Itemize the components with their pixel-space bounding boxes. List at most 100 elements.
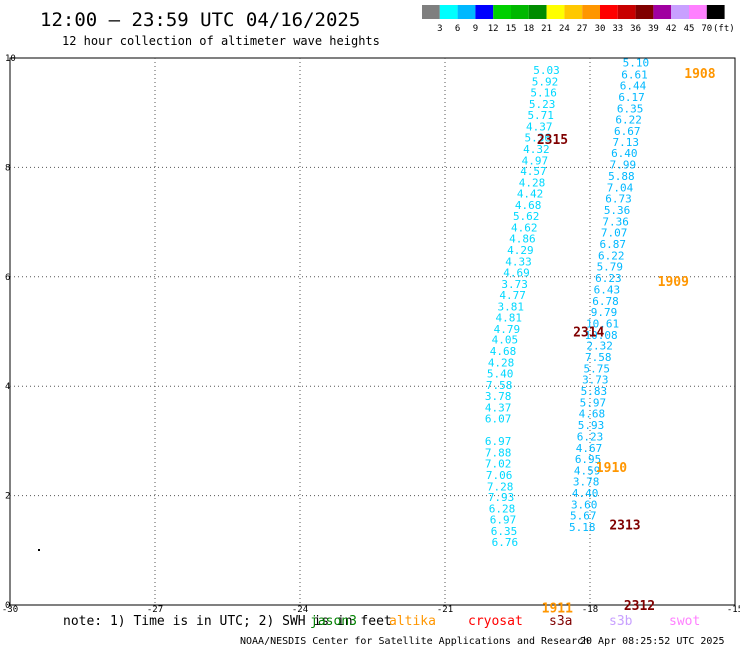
wave-height-value: 6.07 [485,412,512,425]
legend-item: jason3 [310,614,357,629]
wave-height-value: 7.02 [485,457,512,470]
wave-height-value: 7.07 [601,226,628,239]
wave-height-value: 4.28 [519,177,546,190]
color-scale-label: 9 [473,24,478,34]
wave-height-value: 4.32 [523,143,550,156]
wave-height-value: 3.73 [582,374,609,387]
color-scale-label: 6 [455,24,460,34]
pass-time-label: 1910 [596,461,627,476]
legend-item: swot [669,614,700,629]
wave-height-value: 4.79 [494,323,521,336]
color-swatch [653,5,672,19]
x-tick-label: -15 [727,605,740,615]
wave-height-value: 5.71 [527,109,554,122]
chart-title: 12:00 – 23:59 UTC 04/16/2025 [40,9,360,31]
wave-height-value: 6.17 [618,91,645,104]
wave-height-value: 4.67 [576,442,603,455]
wave-height-value: 6.35 [491,525,518,538]
wave-height-value: 5.10 [623,56,650,69]
x-tick-label: -21 [437,605,453,615]
wave-height-value: 4.62 [511,222,538,235]
wave-height-value: 3.60 [571,498,598,511]
y-tick-label: 8 [5,163,10,173]
wave-height-value: 5.36 [604,204,631,217]
wave-height-value: 6.28 [489,503,516,516]
wave-height-value: 10.08 [585,329,618,342]
color-swatch [457,5,476,19]
wave-height-value: 6.23 [577,431,604,444]
wave-height-value: 5.23 [529,98,556,111]
color-swatch [422,5,440,19]
wave-height-value: 4.68 [515,199,542,212]
color-scale-unit: (ft) [713,24,735,34]
color-scale-label: 12 [488,24,499,34]
color-swatch [528,5,547,19]
color-scale-label: 30 [595,24,606,34]
wave-height-value: 5.93 [578,419,605,432]
color-scale-label: 24 [559,24,570,34]
wave-height-labels: 5.035.925.165.235.714.375.364.324.974.57… [485,56,649,549]
wave-height-value: 4.37 [485,402,512,415]
wave-height-value: 7.58 [486,379,513,392]
wave-height-value: 4.40 [572,487,599,500]
wave-height-value: 4.77 [499,289,526,302]
wave-height-value: 4.57 [520,165,547,178]
wave-height-value: 5.79 [597,260,624,273]
wave-height-value: 6.22 [598,249,625,262]
pass-time-label: 1909 [658,275,689,290]
wave-height-value: 5.40 [487,368,514,381]
wave-height-value: 5.97 [580,397,607,410]
wave-height-value: 4.69 [503,266,530,279]
wave-height-value: 10.61 [586,317,619,330]
wave-height-value: 4.37 [526,120,553,133]
x-tick-label: -24 [292,605,308,615]
y-tick-label: 10 [5,54,16,64]
wave-height-value: 2.32 [586,340,613,353]
wave-height-value: 7.28 [487,480,514,493]
y-tick-label: 2 [5,492,10,502]
color-swatch [689,5,707,19]
color-scale-label: 45 [684,24,695,34]
grid-lines [10,58,735,605]
wave-height-value: 7.36 [602,216,629,229]
color-swatch [635,5,654,19]
wave-height-value: 9.79 [591,306,618,319]
footnote: note: 1) Time is in UTC; 2) SWH is in fe… [63,614,392,629]
wave-height-value: 4.59 [574,464,601,477]
land-speck [38,549,40,551]
pass-time-label: 1908 [684,67,715,82]
color-swatch [475,5,494,19]
wave-height-value: 3.81 [497,300,524,313]
wave-height-value: 5.92 [532,76,559,89]
color-scale-label: 3 [437,24,442,34]
wave-height-value: 4.05 [492,334,519,347]
color-swatch [706,5,725,19]
x-tick-label: -18 [582,605,598,615]
wave-height-value: 5.18 [569,521,596,534]
color-swatch [546,5,565,19]
wave-height-value: 4.81 [496,311,523,324]
wave-height-value: 6.73 [605,193,632,206]
wave-height-value: 7.58 [585,351,612,364]
x-tick-label: -27 [147,605,163,615]
pass-time-label: 2314 [573,326,604,341]
wave-height-value: 4.68 [490,345,517,358]
wave-height-value: 6.67 [614,125,641,138]
wave-height-value: 7.99 [610,159,637,172]
wave-height-value: 6.97 [490,514,517,527]
wave-height-value: 5.75 [584,363,611,376]
x-tick-label: -30 [2,605,18,615]
wave-height-value: 6.35 [617,102,644,115]
wave-height-value: 5.36 [525,131,552,144]
legend-item: s3a [549,614,572,629]
wave-height-value: 6.78 [592,295,619,308]
wave-height-value: 7.04 [607,182,634,195]
wave-height-value: 6.61 [621,68,648,81]
pass-time-label: 2312 [624,599,655,614]
wave-height-value: 5.16 [530,86,557,99]
color-scale-label: 21 [541,24,552,34]
wave-height-value: 6.87 [599,238,626,251]
color-swatch [564,5,583,19]
wave-height-value: 4.42 [517,188,544,201]
y-tick-label: 6 [5,273,10,283]
